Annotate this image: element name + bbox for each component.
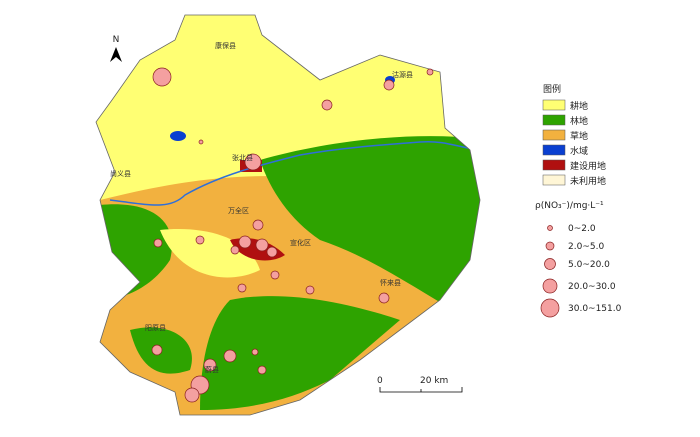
place: 尚义县 [110,169,131,178]
legend-swatch [542,129,566,141]
legend-swatch [542,174,566,186]
place: 阳原县 [145,323,166,332]
legend-label: 未利用地 [570,175,606,187]
scale-bar: 0 20 km [377,376,463,393]
legend-swatch [542,114,566,126]
concentration-label: 20.0~30.0 [568,282,616,292]
legend-swatch [542,99,566,111]
place: 沽源县 [392,70,413,79]
scale-start: 0 [377,376,383,386]
legend-label: 草地 [570,130,588,142]
legend-label: 建设用地 [570,160,606,172]
place: 宣化区 [290,238,311,247]
legend-swatch [542,159,566,171]
concentration-label: 0~2.0 [568,224,596,234]
boundary [95,14,481,416]
place: 张北县 [232,153,253,162]
sample-points [151,67,434,403]
north-arrow: N [110,35,122,62]
place: 万全区 [228,206,249,215]
concentration-symbol [545,241,555,251]
concentration-symbol [542,278,558,294]
north-label: N [113,35,120,45]
scale-end: 20 km [420,376,448,386]
concentration-label: 30.0~151.0 [568,304,622,314]
legend-label: 耕地 [570,100,588,112]
concentration-label: 5.0~20.0 [568,260,610,270]
concentration-legend: ρ(NO₃⁻)/mg·L⁻¹ 0~2.0 2.0~5.0 5.0~20.0 20.0~… [535,201,622,318]
place-labels: 康保县 沽源县 张北县 尚义县 万全区 宣化区 怀来县 阳原县 蔚县 [110,41,413,374]
concentration-symbol [547,225,553,231]
legend-swatch [542,144,566,156]
place: 怀来县 [380,278,401,287]
concentration-title: ρ(NO₃⁻)/mg·L⁻¹ [535,201,604,211]
place: 蔚县 [205,365,219,374]
place: 康保县 [215,41,236,50]
concentration-symbol [540,298,560,318]
concentration-symbol [544,258,556,270]
legend-title: 图例 [543,83,561,95]
legend-label: 林地 [570,115,588,127]
concentration-label: 2.0~5.0 [568,242,604,252]
legend-label: 水域 [570,145,588,157]
